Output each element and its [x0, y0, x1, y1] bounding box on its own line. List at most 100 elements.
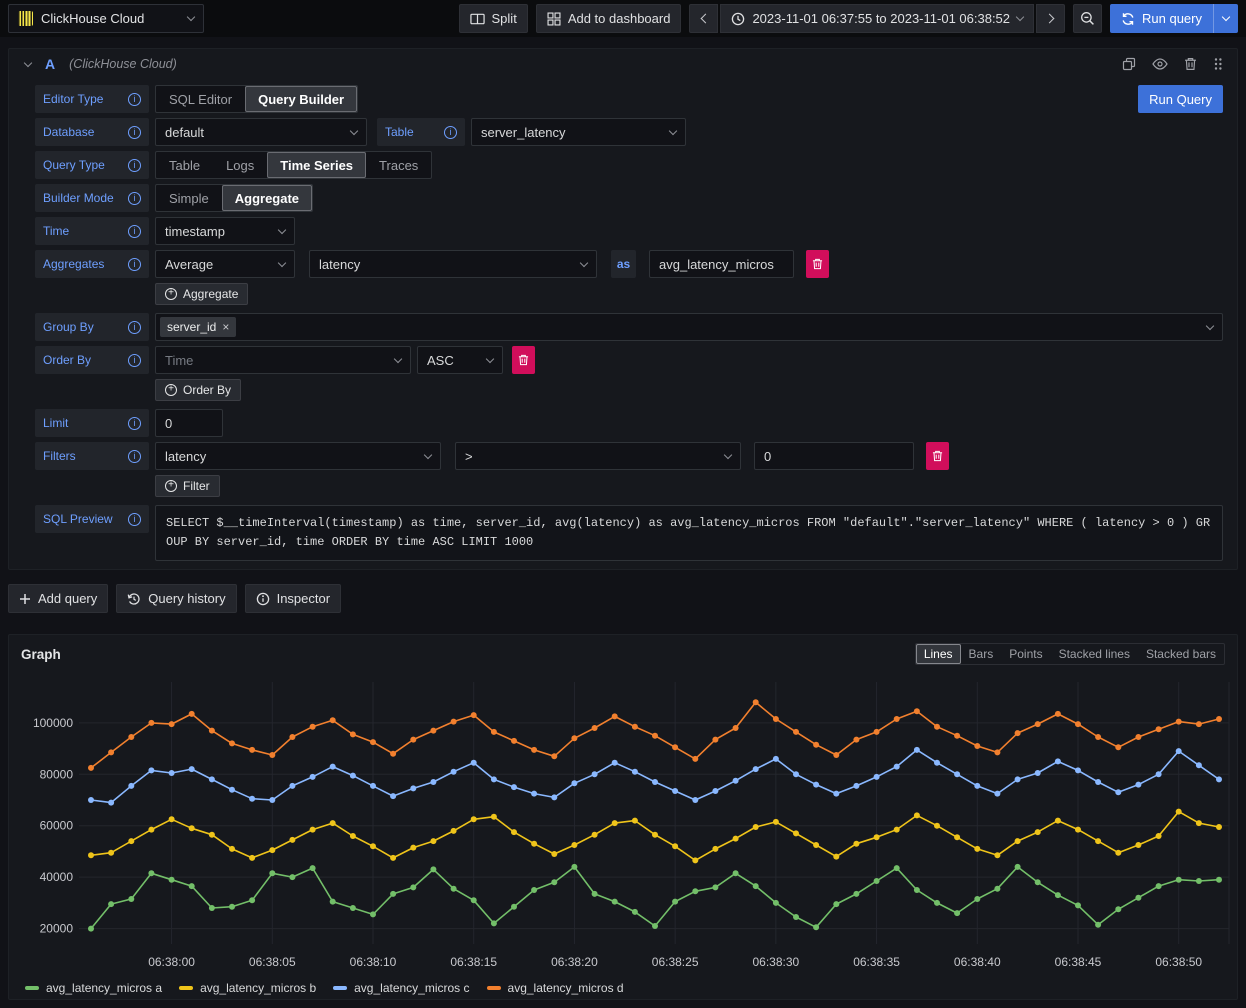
drag-handle-icon[interactable] [1213, 57, 1223, 71]
group-by-multiselect[interactable]: server_id [155, 313, 1223, 341]
graph-mode-stacked-lines[interactable]: Stacked lines [1051, 644, 1138, 664]
remove-aggregate-button[interactable] [806, 250, 829, 278]
run-query-button[interactable]: Run query [1110, 4, 1213, 33]
add-filter-button[interactable]: Filter [155, 475, 220, 497]
sql-preview-code: SELECT $__timeInterval(timestamp) as tim… [155, 505, 1223, 561]
info-circle-icon[interactable] [128, 450, 141, 463]
chevron-down-icon [1016, 13, 1024, 21]
field-label-table: Table [377, 118, 465, 146]
remove-filter-button[interactable] [926, 442, 949, 470]
chevron-down-icon [350, 126, 358, 134]
clock-icon [731, 12, 745, 26]
query-type-option-logs[interactable]: Logs [213, 152, 267, 178]
info-circle-icon[interactable] [128, 513, 141, 526]
legend-item[interactable]: avg_latency_micros b [179, 981, 316, 995]
aggregate-alias-input[interactable] [649, 250, 794, 278]
info-circle-icon[interactable] [128, 159, 141, 172]
timeseries-chart[interactable]: 2000040000600008000010000006:38:0006:38:… [21, 668, 1225, 977]
editor-type-option-query-builder[interactable]: Query Builder [245, 86, 357, 112]
order-by-direction-select[interactable]: ASC [417, 346, 503, 374]
query-history-button[interactable]: Query history [116, 584, 236, 613]
legend-swatch-icon [333, 986, 347, 990]
filter-value-input[interactable] [754, 442, 914, 470]
order-by-direction-value: ASC [427, 353, 454, 368]
info-circle-icon[interactable] [444, 126, 457, 139]
explore-actions: Add query Query history Inspector [8, 584, 341, 613]
info-circle-icon[interactable] [128, 126, 141, 139]
chevron-down-icon [724, 450, 732, 458]
group-by-tag[interactable]: server_id [160, 317, 236, 337]
field-label-editor-type: Editor Type [35, 85, 149, 113]
zoom-out-time-button[interactable] [1073, 4, 1102, 33]
query-type-option-time-series[interactable]: Time Series [267, 152, 366, 178]
add-to-dashboard-button[interactable]: Add to dashboard [536, 4, 682, 33]
svg-text:06:38:45: 06:38:45 [1055, 955, 1102, 969]
delete-query-trash-icon[interactable] [1184, 57, 1197, 71]
database-select[interactable]: default [155, 118, 367, 146]
time-range-button[interactable]: 2023-11-01 06:37:55 to 2023-11-01 06:38:… [720, 4, 1034, 33]
datasource-picker[interactable]: ClickHouse Cloud [8, 4, 204, 33]
aggregate-function-select[interactable]: Average [155, 250, 295, 278]
field-label-query-type: Query Type [35, 151, 149, 179]
field-label-limit: Limit [35, 409, 149, 437]
info-circle-icon[interactable] [128, 354, 141, 367]
legend-item[interactable]: avg_latency_micros c [333, 981, 469, 995]
time-shift-back-button[interactable] [689, 4, 718, 33]
info-circle-icon[interactable] [128, 192, 141, 205]
info-circle-icon[interactable] [128, 258, 141, 271]
filter-column-select[interactable]: latency [155, 442, 441, 470]
info-circle-icon[interactable] [128, 225, 141, 238]
clickhouse-logo-icon [18, 11, 33, 26]
legend-label: avg_latency_micros b [200, 981, 316, 995]
legend-item[interactable]: avg_latency_micros d [487, 981, 624, 995]
table-select[interactable]: server_latency [471, 118, 686, 146]
info-circle-icon [256, 592, 270, 606]
order-by-field-select[interactable]: Time [155, 346, 411, 374]
aggregate-column-select[interactable]: latency [309, 250, 597, 278]
graph-mode-bars[interactable]: Bars [961, 644, 1002, 664]
legend-label: avg_latency_micros c [354, 981, 469, 995]
run-query-interval-dropdown[interactable] [1213, 4, 1238, 33]
split-button[interactable]: Split [459, 4, 528, 33]
info-circle-icon[interactable] [128, 93, 141, 106]
remove-tag-icon[interactable] [222, 320, 229, 334]
time-shift-forward-button[interactable] [1036, 4, 1065, 33]
inspector-button[interactable]: Inspector [245, 584, 341, 613]
field-label-builder-mode: Builder Mode [35, 184, 149, 212]
editor-run-query-button[interactable]: Run Query [1138, 85, 1223, 113]
query-type-option-table[interactable]: Table [156, 152, 213, 178]
graph-mode-points[interactable]: Points [1001, 644, 1050, 664]
remove-order-by-button[interactable] [512, 346, 535, 374]
eye-icon[interactable] [1152, 57, 1168, 71]
aggregate-column-value: latency [319, 257, 360, 272]
duplicate-query-icon[interactable] [1122, 57, 1136, 71]
add-query-button[interactable]: Add query [8, 584, 108, 613]
info-circle-icon[interactable] [128, 417, 141, 430]
graph-mode-stacked-bars[interactable]: Stacked bars [1138, 644, 1224, 664]
time-column-select[interactable]: timestamp [155, 217, 295, 245]
field-label-order-by: Order By [35, 346, 149, 374]
editor-type-option-sql-editor[interactable]: SQL Editor [156, 86, 245, 112]
add-to-dashboard-label: Add to dashboard [568, 11, 671, 26]
graph-mode-lines[interactable]: Lines [916, 644, 961, 664]
collapse-chevron-icon[interactable] [24, 58, 32, 66]
query-datasource-hint: (ClickHouse Cloud) [69, 57, 177, 71]
svg-text:06:38:35: 06:38:35 [853, 955, 900, 969]
chevron-right-icon [1044, 14, 1054, 24]
run-query-label: Run query [1142, 11, 1202, 26]
add-order-by-button[interactable]: Order By [155, 379, 241, 401]
query-type-option-traces[interactable]: Traces [366, 152, 431, 178]
field-label-time: Time [35, 217, 149, 245]
grid-icon [547, 12, 561, 26]
datasource-name: ClickHouse Cloud [41, 11, 144, 26]
field-label-group-by: Group By [35, 313, 149, 341]
legend-item[interactable]: avg_latency_micros a [25, 981, 162, 995]
filter-operator-select[interactable]: > [455, 442, 741, 470]
builder-mode-option-simple[interactable]: Simple [156, 185, 222, 211]
info-circle-icon[interactable] [128, 321, 141, 334]
builder-mode-option-aggregate[interactable]: Aggregate [222, 185, 312, 211]
query-type-switch: Table Logs Time Series Traces [155, 151, 432, 179]
editor-type-switch: SQL Editor Query Builder [155, 85, 358, 113]
limit-input[interactable] [155, 409, 223, 437]
add-aggregate-button[interactable]: Aggregate [155, 283, 248, 305]
